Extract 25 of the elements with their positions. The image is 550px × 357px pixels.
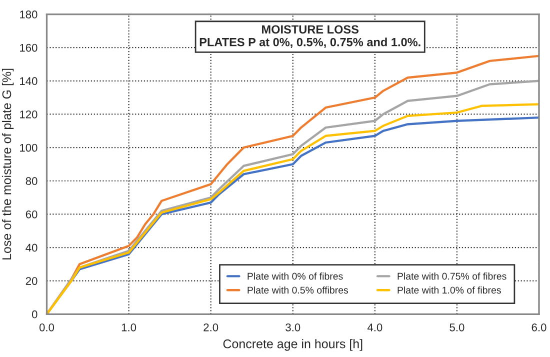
legend-label: Plate with 0% of fibres	[248, 272, 343, 280]
x-tick-label: 2.0	[204, 323, 218, 332]
text: PLATES P at 0%, 0.5%, 0.75% and 1.0%.	[200, 38, 420, 48]
legend-label: Plate with 1.0% of fibres	[398, 286, 501, 294]
y-axis-title: Lose of the moisture of plate G [%]	[2, 68, 14, 260]
x-axis-title: Concrete age in hours [h]	[223, 339, 362, 351]
y-tick-label: 160	[20, 44, 38, 52]
x-tick-label: 4.0	[367, 323, 382, 332]
x-tick-label: 6.0	[532, 323, 546, 332]
y-tick-label: 20	[26, 277, 38, 285]
y-tick-label: 100	[20, 144, 38, 152]
x-tick-label: 0.0	[39, 323, 54, 332]
text: MOISTURE LOSS	[262, 25, 359, 34]
y-tick-label: 180	[20, 10, 38, 18]
y-tick-label: 0	[32, 310, 38, 318]
x-tick-label: 5.0	[450, 323, 464, 332]
y-tick-label: 120	[20, 110, 38, 118]
x-tick-label: 3.0	[286, 323, 300, 332]
y-tick-label: 60	[26, 210, 38, 218]
y-tick-label: 80	[26, 177, 38, 186]
y-tick-label: 140	[20, 77, 38, 86]
y-tick-label: 40	[26, 244, 38, 252]
x-tick-label: 1.0	[122, 323, 136, 332]
legend-label: Plate with 0.75% of fibres	[398, 272, 506, 280]
legend-label: Plate with 0.5% offibres	[248, 286, 348, 294]
